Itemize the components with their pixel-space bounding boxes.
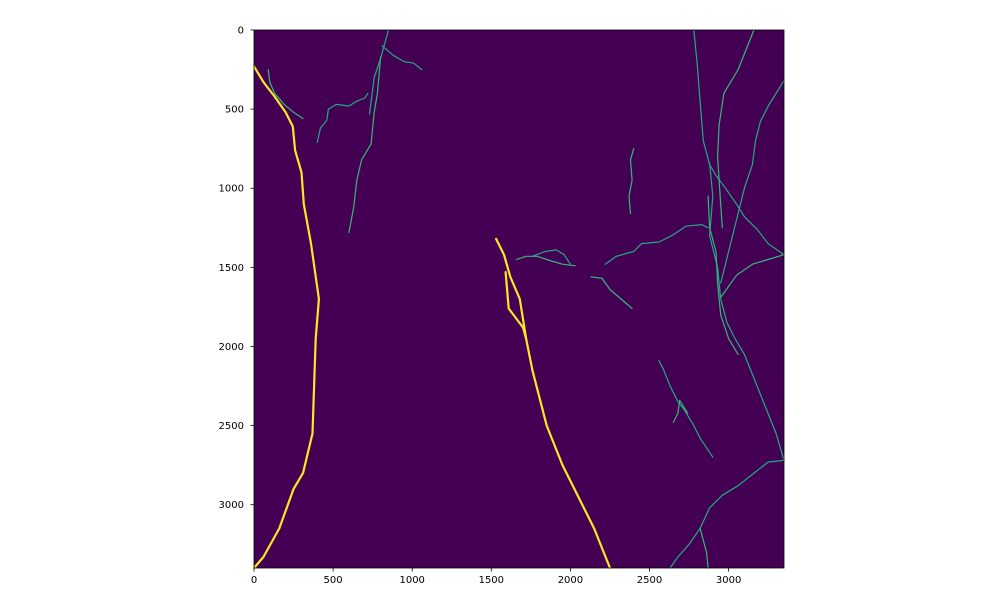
y-tick-label-0: 0 xyxy=(238,26,244,37)
trace-medium-21 xyxy=(669,459,785,569)
y-tick-label-6: 3000 xyxy=(219,500,244,511)
trace-medium-12 xyxy=(720,254,785,298)
axes-frame xyxy=(253,29,785,569)
trace-medium-3 xyxy=(368,29,390,115)
trace-medium-19 xyxy=(658,360,714,458)
trace-medium-18 xyxy=(590,276,633,310)
plot-area xyxy=(252,29,785,570)
trace-medium-8 xyxy=(628,148,635,215)
trace-high-2 xyxy=(504,271,528,340)
traces-layer xyxy=(252,29,785,570)
x-tick-label-3: 1500 xyxy=(479,575,504,586)
trace-medium-5 xyxy=(381,45,423,71)
x-tick-label-1: 500 xyxy=(324,575,343,586)
trace-medium-15 xyxy=(604,224,709,265)
x-tick-label-5: 2500 xyxy=(637,575,662,586)
x-tick-label-2: 1000 xyxy=(399,575,424,586)
y-tick-label-4: 2000 xyxy=(219,342,244,353)
x-tick-label-4: 2000 xyxy=(558,575,583,586)
trace-medium-6 xyxy=(267,68,304,120)
x-tick-label-6: 3000 xyxy=(716,575,741,586)
y-axis: 0 500 1000 1500 2000 2500 3000 xyxy=(219,26,254,511)
trace-high-1 xyxy=(495,237,612,570)
trace-medium-17 xyxy=(531,249,572,265)
trace-medium-16 xyxy=(515,255,576,267)
trace-medium-4 xyxy=(348,56,382,234)
y-tick-label-1: 500 xyxy=(225,105,244,116)
y-tick-label-3: 1500 xyxy=(219,263,244,274)
y-tick-label-2: 1000 xyxy=(219,184,244,195)
trace-medium-14 xyxy=(707,195,739,355)
trace-medium-7 xyxy=(316,92,369,143)
trace-medium-9 xyxy=(693,29,785,256)
trace-high-0 xyxy=(252,65,320,570)
x-tick-label-0: 0 xyxy=(251,575,257,586)
x-axis: 0 500 1000 1500 2000 2500 3000 xyxy=(251,568,741,586)
y-tick-label-5: 2500 xyxy=(219,421,244,432)
trace-medium-22 xyxy=(699,527,709,569)
trace-medium-11 xyxy=(720,79,785,284)
trace-medium-20 xyxy=(672,399,689,423)
trace-medium-10 xyxy=(716,29,755,229)
